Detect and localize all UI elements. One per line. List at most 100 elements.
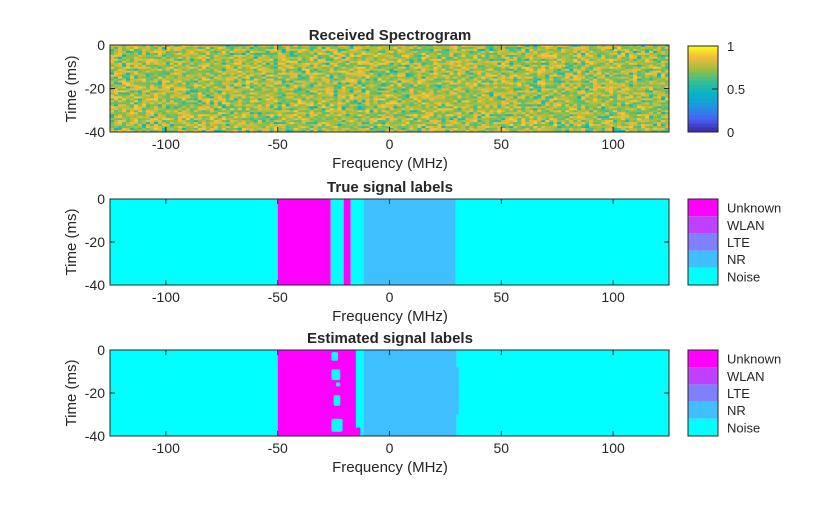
spectrogram-cell	[601, 100, 606, 103]
spectrogram-cell	[437, 96, 442, 99]
spectrogram-cell	[365, 92, 370, 95]
spectrogram-cell	[429, 108, 434, 111]
spectrogram-cell	[329, 86, 334, 89]
spectrogram-cell	[225, 86, 231, 89]
spectrogram-cell	[541, 54, 546, 58]
spectrogram-cell	[565, 88, 570, 91]
spectrogram-cell	[533, 98, 538, 101]
spectrogram-cell	[641, 92, 646, 95]
spectrogram-cell	[173, 52, 179, 56]
spectrogram-cell	[461, 90, 466, 93]
spectrogram-cell	[421, 66, 426, 70]
spectrogram-cell	[317, 80, 322, 83]
spectrogram-cell	[337, 84, 342, 87]
spectrogram-cell	[225, 98, 231, 101]
spectrogram-cell	[110, 104, 115, 107]
spectrogram-cell	[173, 110, 179, 113]
spectrogram-cell	[409, 46, 414, 50]
spectrogram-cell	[473, 80, 478, 83]
spectrogram-cell	[173, 60, 179, 64]
spectrogram-cell	[641, 102, 646, 105]
spectrogram-cell	[141, 106, 147, 109]
spectrogram-cell	[553, 68, 558, 72]
spectrogram-cell	[305, 82, 310, 85]
spectrogram-cell	[113, 80, 119, 83]
spectrogram-cell	[185, 90, 191, 93]
spectrogram-cell	[297, 114, 302, 117]
spectrogram-cell	[533, 45, 538, 48]
spectrogram-cell	[641, 46, 646, 50]
spectrogram-cell	[197, 56, 203, 60]
spectrogram-cell	[381, 58, 386, 62]
spectrogram-cell	[469, 76, 474, 79]
spectrogram-cell	[341, 106, 346, 109]
spectrogram-cell	[261, 110, 267, 113]
spectrogram-cell	[337, 48, 342, 52]
spectrogram-cell	[301, 102, 306, 105]
spectrogram-cell	[253, 74, 259, 77]
spectrogram-cell	[377, 74, 382, 77]
spectrogram-cell	[349, 62, 354, 66]
spectrogram-cell	[209, 92, 215, 95]
spectrogram-cell	[409, 86, 414, 89]
spectrogram-cell	[245, 64, 251, 68]
spectrogram-cell	[633, 88, 638, 91]
spectrogram-cell	[225, 58, 231, 62]
spectrogram-cell	[525, 110, 530, 113]
spectrogram-cell	[189, 102, 195, 105]
spectrogram-cell	[565, 102, 570, 105]
spectrogram-cell	[541, 90, 546, 93]
spectrogram-cell	[453, 62, 458, 66]
spectrogram-cell	[461, 92, 466, 95]
spectrogram-cell	[549, 92, 554, 95]
spectrogram-cell	[221, 96, 227, 99]
spectrogram-cell	[393, 86, 398, 89]
spectrogram-cell	[209, 74, 215, 77]
spectrogram-cell	[665, 64, 670, 68]
spectrogram-cell	[253, 106, 259, 109]
spectrogram-cell	[385, 52, 390, 56]
spectrogram-cell	[241, 110, 247, 113]
spectrogram-cell	[197, 104, 203, 107]
spectrogram-cell	[273, 80, 278, 83]
spectrogram-cell	[157, 98, 163, 101]
spectrogram-cell	[337, 114, 342, 117]
spectrogram-cell	[601, 104, 606, 107]
spectrogram-cell	[197, 76, 203, 79]
spectrogram-cell	[489, 104, 494, 107]
spectrogram-cell	[393, 58, 398, 62]
spectrogram-cell	[185, 82, 191, 85]
spectrogram-cell	[561, 106, 566, 109]
spectrogram-cell	[177, 92, 183, 95]
spectrogram-cell	[433, 106, 438, 109]
spectrogram-cell	[189, 108, 195, 111]
spectrogram-cell	[181, 46, 187, 50]
spectrogram-cell	[217, 68, 223, 72]
spectrogram-cell	[637, 88, 642, 91]
spectrogram-cell	[125, 102, 131, 105]
spectrogram-cell	[205, 66, 211, 70]
spectrogram-cell	[361, 50, 366, 54]
spectrogram-cell	[545, 58, 550, 62]
spectrogram-cell	[177, 104, 183, 107]
spectrogram-cell	[657, 58, 662, 62]
spectrogram-cell	[313, 110, 318, 113]
spectrogram-cell	[213, 54, 219, 58]
spectrogram-cell	[481, 52, 486, 56]
spectrogram-cell	[345, 114, 350, 117]
spectrogram-cell	[337, 50, 342, 54]
spectrogram-cell	[265, 114, 271, 117]
spectrogram-cell	[313, 90, 318, 93]
spectrogram-cell	[129, 86, 135, 89]
spectrogram-cell	[333, 88, 338, 91]
spectrogram-cell	[497, 48, 502, 52]
spectrogram-cell	[157, 84, 163, 87]
spectrogram-cell	[605, 64, 610, 68]
spectrogram-cell	[201, 76, 207, 79]
spectrogram-cell	[297, 108, 302, 111]
spectrogram-cell	[641, 90, 646, 93]
spectrogram-cell	[241, 104, 247, 107]
spectrogram-cell	[301, 45, 306, 48]
spectrogram-cell	[213, 82, 219, 85]
spectrogram-cell	[593, 90, 598, 93]
